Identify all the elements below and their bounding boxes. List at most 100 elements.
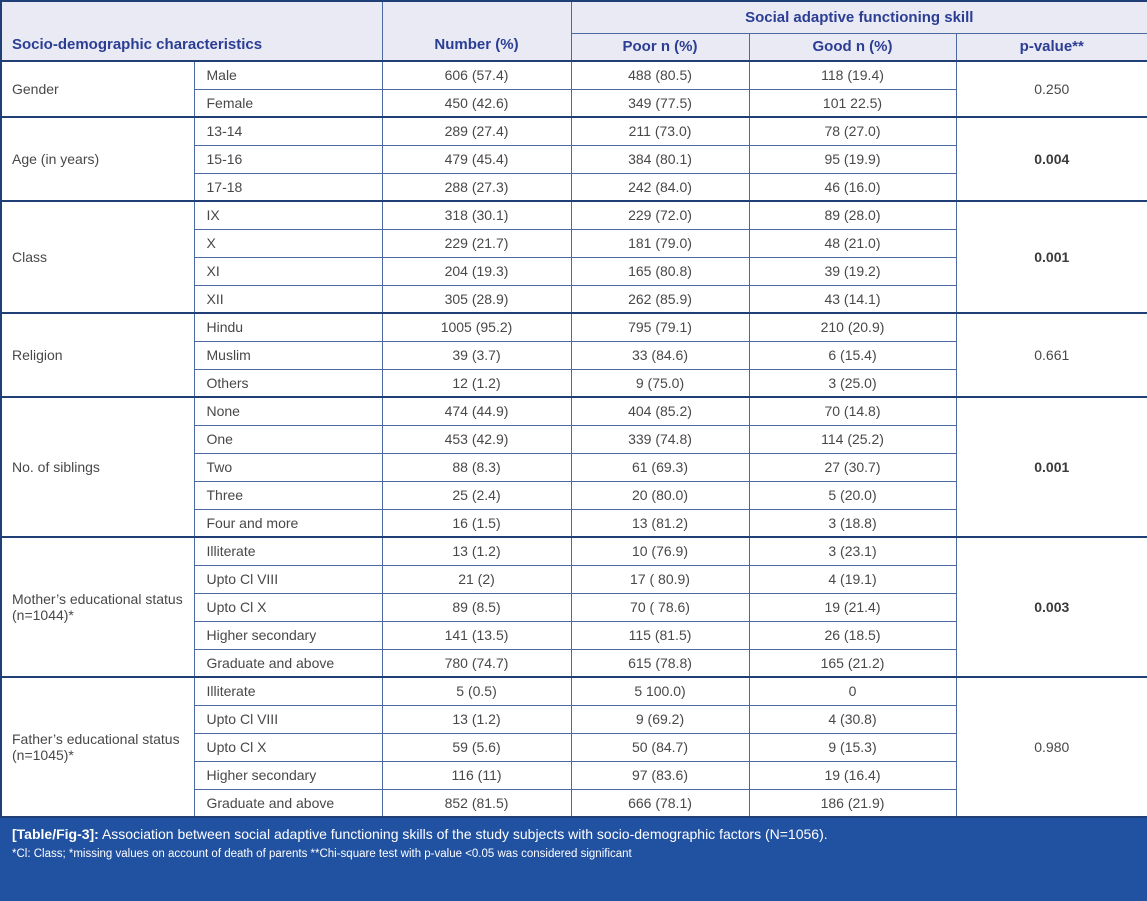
cell-good: 46 (16.0) bbox=[748, 172, 957, 202]
cell-category: X bbox=[193, 228, 383, 258]
cell-number: 450 (42.6) bbox=[381, 88, 572, 118]
table-row: Higher secondary 141 (13.5) 115 (81.5) 26 (… bbox=[1, 620, 1147, 650]
caption-bar: [Table/Fig-3]: Association between socia… bbox=[0, 818, 1147, 901]
cell-good: 118 (19.4) bbox=[748, 60, 957, 90]
cell-category: Illiterate bbox=[193, 676, 383, 706]
cell-category: Upto Cl VIII bbox=[193, 564, 383, 594]
cell-good: 39 (19.2) bbox=[748, 256, 957, 286]
cell-good: 19 (16.4) bbox=[748, 760, 957, 790]
cell-number: 116 (11) bbox=[381, 760, 572, 790]
cell-category: XII bbox=[193, 284, 383, 314]
table-row: Upto Cl VIII 13 (1.2) 9 (69.2) 4 (30.8) bbox=[1, 704, 1147, 734]
table-row: Father’s educational status (n=1045)* Ill… bbox=[0, 676, 1147, 818]
group-label: Father’s educational status (n=1045)* bbox=[0, 676, 195, 818]
table-row: Upto Cl X 89 (8.5) 70 ( 78.6) 19 (21.4) bbox=[1, 592, 1147, 622]
cell-number: 12 (1.2) bbox=[381, 368, 572, 398]
table-row: XI 204 (19.3) 165 (80.8) 39 (19.2) bbox=[1, 256, 1147, 286]
header-row-sub: Poor n (%) Good n (%) p-value** bbox=[1, 32, 1147, 62]
cell-category: IX bbox=[193, 200, 383, 230]
cell-category: Three bbox=[193, 480, 383, 510]
cell-number: 39 (3.7) bbox=[381, 340, 572, 370]
cell-poor: 349 (77.5) bbox=[570, 88, 750, 118]
cell-good: 95 (19.9) bbox=[748, 144, 957, 174]
cell-category: Female bbox=[193, 88, 383, 118]
header-row-top: Socio-demographic characteristics Number… bbox=[0, 0, 1147, 62]
cell-category: XI bbox=[193, 256, 383, 286]
cell-good: 70 (14.8) bbox=[748, 396, 957, 426]
cell-number: 289 (27.4) bbox=[381, 116, 572, 146]
table-row: Graduate and above 852 (81.5) 666 (78.1) 18… bbox=[1, 788, 1147, 818]
cell-pvalue: 0.003 bbox=[955, 536, 1147, 678]
cell-poor: 339 (74.8) bbox=[570, 424, 750, 454]
cell-poor: 488 (80.5) bbox=[570, 60, 750, 90]
cell-number: 229 (21.7) bbox=[381, 228, 572, 258]
group-label: Gender bbox=[0, 60, 195, 118]
cell-poor: 165 (80.8) bbox=[570, 256, 750, 286]
cell-poor: 115 (81.5) bbox=[570, 620, 750, 650]
cell-poor: 242 (84.0) bbox=[570, 172, 750, 202]
cell-poor: 404 (85.2) bbox=[570, 396, 750, 426]
cell-poor: 70 ( 78.6) bbox=[570, 592, 750, 622]
cell-poor: 615 (78.8) bbox=[570, 648, 750, 678]
cell-category: Higher secondary bbox=[193, 620, 383, 650]
table-row: Religion Hindu 1005 (95.2) 795 (79.1) 210 (2… bbox=[0, 312, 1147, 398]
cell-good: 43 (14.1) bbox=[748, 284, 957, 314]
cell-poor: 97 (83.6) bbox=[570, 760, 750, 790]
socio-demographic-table: Socio-demographic characteristics Number… bbox=[0, 0, 1147, 818]
caption-tag: [Table/Fig-3]: bbox=[12, 826, 99, 842]
cell-number: 474 (44.9) bbox=[381, 396, 572, 426]
cell-category: Graduate and above bbox=[193, 648, 383, 678]
caption-text: Association between social adaptive func… bbox=[101, 826, 828, 842]
cell-good: 9 (15.3) bbox=[748, 732, 957, 762]
cell-good: 19 (21.4) bbox=[748, 592, 957, 622]
table-row: Higher secondary 116 (11) 97 (83.6) 19 (16.… bbox=[1, 760, 1147, 790]
table-row: One 453 (42.9) 339 (74.8) 114 (25.2) bbox=[1, 424, 1147, 454]
cell-number: 288 (27.3) bbox=[381, 172, 572, 202]
cell-number: 16 (1.5) bbox=[381, 508, 572, 538]
cell-category: Upto Cl X bbox=[193, 592, 383, 622]
cell-category: 17-18 bbox=[193, 172, 383, 202]
cell-category: Upto Cl VIII bbox=[193, 704, 383, 734]
cell-category: Upto Cl X bbox=[193, 732, 383, 762]
cell-number: 453 (42.9) bbox=[381, 424, 572, 454]
cell-good: 0 bbox=[748, 676, 957, 706]
caption-title: [Table/Fig-3]: Association between socia… bbox=[12, 826, 1135, 844]
cell-number: 13 (1.2) bbox=[381, 536, 572, 566]
cell-category: Illiterate bbox=[193, 536, 383, 566]
cell-poor: 211 (73.0) bbox=[570, 116, 750, 146]
cell-good: 114 (25.2) bbox=[748, 424, 957, 454]
header-good: Good n (%) bbox=[748, 32, 957, 62]
cell-pvalue: 0.004 bbox=[955, 116, 1147, 202]
table-row: Muslim 39 (3.7) 33 (84.6) 6 (15.4) bbox=[1, 340, 1147, 370]
cell-number: 204 (19.3) bbox=[381, 256, 572, 286]
cell-pvalue: 0.250 bbox=[955, 60, 1147, 118]
cell-pvalue: 0.001 bbox=[955, 200, 1147, 314]
cell-poor: 9 (69.2) bbox=[570, 704, 750, 734]
table-row: Female 450 (42.6) 349 (77.5) 101 22.5) bbox=[1, 88, 1147, 118]
caption-footnote: *Cl: Class; *missing values on account o… bbox=[12, 847, 632, 860]
table-row: Age (in years) 13-14 289 (27.4) 211 (73.0) 7… bbox=[0, 116, 1147, 202]
cell-good: 78 (27.0) bbox=[748, 116, 957, 146]
cell-category: Male bbox=[193, 60, 383, 90]
cell-good: 4 (30.8) bbox=[748, 704, 957, 734]
cell-number: 59 (5.6) bbox=[381, 732, 572, 762]
cell-poor: 17 ( 80.9) bbox=[570, 564, 750, 594]
cell-poor: 384 (80.1) bbox=[570, 144, 750, 174]
table-row: Graduate and above 780 (74.7) 615 (78.8) 16… bbox=[1, 648, 1147, 678]
cell-category: None bbox=[193, 396, 383, 426]
cell-good: 210 (20.9) bbox=[748, 312, 957, 342]
table-row: Upto Cl VIII 21 (2) 17 ( 80.9) 4 (19.1) bbox=[1, 564, 1147, 594]
header-pvalue: p-value** bbox=[955, 32, 1147, 62]
cell-number: 780 (74.7) bbox=[381, 648, 572, 678]
cell-good: 26 (18.5) bbox=[748, 620, 957, 650]
cell-category: Others bbox=[193, 368, 383, 398]
cell-number: 305 (28.9) bbox=[381, 284, 572, 314]
cell-good: 186 (21.9) bbox=[748, 788, 957, 818]
cell-poor: 50 (84.7) bbox=[570, 732, 750, 762]
table-row: XII 305 (28.9) 262 (85.9) 43 (14.1) bbox=[1, 284, 1147, 314]
cell-good: 48 (21.0) bbox=[748, 228, 957, 258]
group-label: Class bbox=[0, 200, 195, 314]
cell-pvalue: 0.661 bbox=[955, 312, 1147, 398]
cell-number: 852 (81.5) bbox=[381, 788, 572, 818]
cell-poor: 33 (84.6) bbox=[570, 340, 750, 370]
